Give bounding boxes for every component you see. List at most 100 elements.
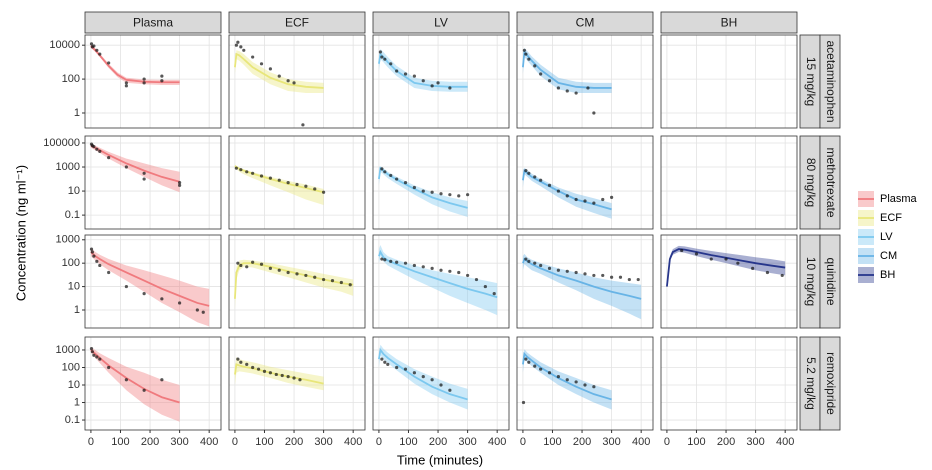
observation (389, 259, 393, 263)
observation (239, 168, 243, 172)
observation (339, 280, 343, 285)
observation (539, 178, 543, 182)
observation (301, 123, 305, 127)
observation (380, 257, 384, 261)
observation (430, 266, 434, 270)
observation (380, 55, 384, 59)
panel-background (85, 337, 221, 430)
observation (574, 380, 578, 384)
observation (751, 266, 755, 270)
panel-border (372, 34, 510, 129)
observation (457, 194, 461, 198)
observation (239, 263, 243, 268)
observation (322, 190, 326, 194)
strip-label: CM (576, 16, 595, 30)
panel (84, 34, 222, 129)
panel (660, 234, 798, 329)
y-tick-label: 100000 (43, 137, 80, 149)
observation (234, 166, 238, 170)
panel-data (234, 164, 326, 205)
observation (618, 275, 623, 279)
y-tick-label: 0.1 (65, 209, 80, 221)
legend-label: ECF (880, 212, 902, 224)
panel (372, 34, 510, 129)
panel-border (372, 336, 510, 431)
y-axis-title: Concentration (ng ml⁻¹) (13, 165, 28, 301)
observation (583, 199, 587, 203)
panel-background (517, 235, 653, 328)
panel (84, 135, 222, 230)
x-tick-label: 400 (488, 436, 506, 448)
panel-background (229, 35, 365, 128)
observation (421, 79, 425, 83)
observation (521, 400, 526, 405)
observation (547, 266, 552, 270)
observation (142, 388, 146, 392)
observation (124, 165, 128, 169)
observation (574, 91, 578, 95)
panel (516, 135, 654, 230)
row-drug-label: remoxipride (824, 352, 838, 415)
median-line (378, 249, 498, 299)
observation (565, 194, 569, 198)
observation (403, 72, 408, 76)
x-tick-label: 200 (429, 436, 447, 448)
observation (421, 265, 425, 269)
observation (286, 375, 290, 379)
panel-background (85, 235, 221, 328)
panel-data (378, 244, 498, 316)
strip (819, 234, 841, 329)
observation (448, 193, 452, 197)
panel-border (660, 135, 798, 230)
panel (84, 336, 222, 431)
observation (439, 268, 443, 272)
observation (95, 48, 99, 52)
panel-data (89, 42, 180, 88)
observation (90, 250, 94, 254)
observation (586, 86, 590, 90)
observation (694, 252, 699, 256)
observation (547, 79, 552, 83)
observation (412, 185, 416, 190)
observation (259, 174, 264, 178)
strip (516, 11, 654, 34)
observation (439, 383, 443, 387)
observation (98, 149, 102, 153)
observation (245, 362, 249, 367)
panel (228, 234, 366, 329)
median-line (90, 251, 210, 307)
row-dose-label: 5.2 mg/kg (804, 357, 818, 410)
x-axis-title: Time (minutes) (397, 452, 483, 467)
observation (160, 297, 164, 301)
observation (547, 183, 552, 187)
panel-background (661, 35, 797, 128)
x-tick-label: 0 (664, 436, 670, 448)
observation (330, 279, 335, 283)
observation (592, 385, 596, 389)
observation (245, 170, 249, 174)
panel-data (378, 48, 468, 92)
panel-border (516, 135, 654, 230)
observation (524, 257, 528, 261)
observation (533, 364, 537, 368)
strip-label: LV (434, 16, 448, 30)
observation (403, 261, 408, 265)
panel-border (84, 234, 222, 329)
observation (395, 177, 399, 181)
observation (636, 277, 640, 282)
panel-border (228, 34, 366, 129)
legend-label: BH (880, 269, 895, 281)
observation (533, 64, 537, 68)
observation (295, 182, 299, 187)
median-line (90, 45, 180, 84)
observation (466, 193, 470, 197)
observation (736, 261, 740, 265)
observation (448, 86, 452, 90)
panel (372, 135, 510, 230)
x-tick-label: 200 (717, 436, 735, 448)
observation (583, 272, 587, 276)
strip-label: ECF (285, 16, 309, 30)
observation (89, 42, 94, 46)
observation (556, 86, 560, 90)
x-tick-label: 300 (170, 436, 188, 448)
